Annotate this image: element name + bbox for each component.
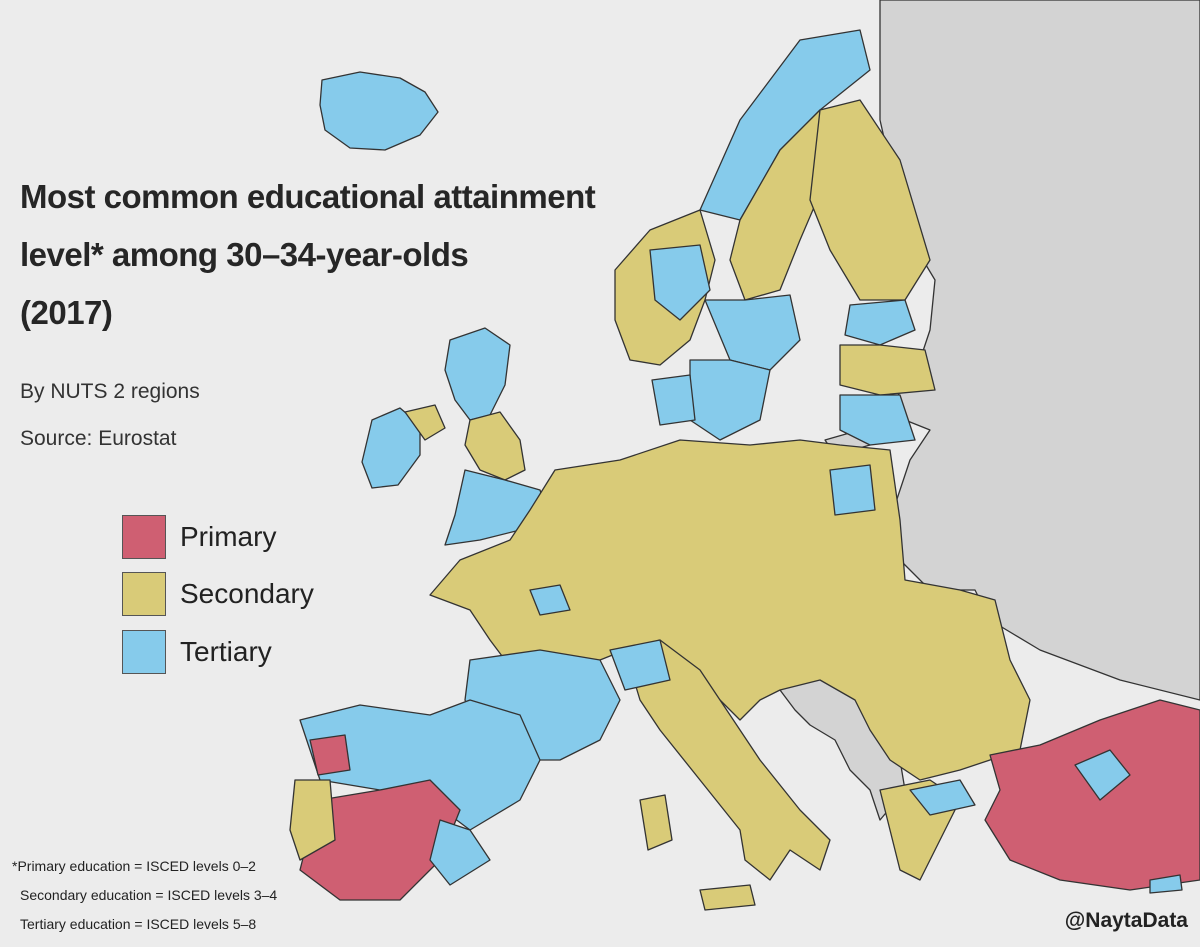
footnote-primary: *Primary education = ISCED levels 0–2 [12, 858, 256, 874]
region-switzerland [609, 639, 671, 691]
region-sweden-north [729, 109, 831, 301]
region-warsaw [829, 464, 876, 516]
region-sardinia [639, 794, 673, 851]
region-turkey-tertiary [1074, 749, 1131, 801]
legend-label-primary: Primary [180, 520, 277, 552]
region-estonia [844, 299, 916, 346]
title-line-3: (2017) [20, 294, 113, 331]
title-line-2: level* among 30–34-year-olds [20, 236, 469, 273]
region-ireland-west [361, 407, 421, 489]
legend-swatch-tertiary [122, 629, 166, 674]
region-paris [529, 584, 571, 616]
region-portugal-south [289, 779, 336, 861]
legend-item-primary: Primary [122, 508, 314, 566]
region-central-europe [429, 439, 1031, 781]
region-greece-tertiary [909, 779, 976, 816]
subtitle: By NUTS 2 regions [20, 380, 200, 403]
region-lithuania [839, 394, 916, 446]
region-iceland [319, 71, 439, 151]
region-spain-north [299, 699, 541, 831]
legend-swatch-primary [122, 514, 166, 559]
legend-swatch-secondary [122, 572, 166, 617]
region-portugal-north [309, 734, 351, 776]
region-sweden-south [689, 359, 771, 441]
region-sicily [699, 884, 756, 911]
region-sweden-middle [704, 294, 801, 371]
region-ireland-east [404, 404, 446, 441]
legend-label-secondary: Secondary [180, 578, 314, 610]
map-title: Most common educational attainment level… [20, 168, 600, 342]
region-norway-west [649, 244, 711, 321]
legend-item-tertiary: Tertiary [122, 623, 314, 681]
legend-item-secondary: Secondary [122, 566, 314, 624]
title-line-1: Most common educational attainment [20, 178, 596, 215]
region-russia-no-data [879, 0, 1200, 701]
region-uk-north [464, 411, 526, 481]
region-latvia [839, 344, 936, 396]
region-italy [624, 639, 831, 881]
region-cyprus [1149, 874, 1183, 894]
source-note: Source: Eurostat [20, 427, 177, 450]
author-credit: @NaytaData [1064, 909, 1188, 932]
region-denmark [651, 374, 696, 426]
legend-label-tertiary: Tertiary [180, 635, 272, 667]
footnote-secondary: Secondary education = ISCED levels 3–4 [20, 887, 278, 903]
footnote-tertiary: Tertiary education = ISCED levels 5–8 [20, 916, 257, 932]
legend: Primary Secondary Tertiary [122, 508, 314, 681]
region-spain-east [429, 819, 491, 886]
